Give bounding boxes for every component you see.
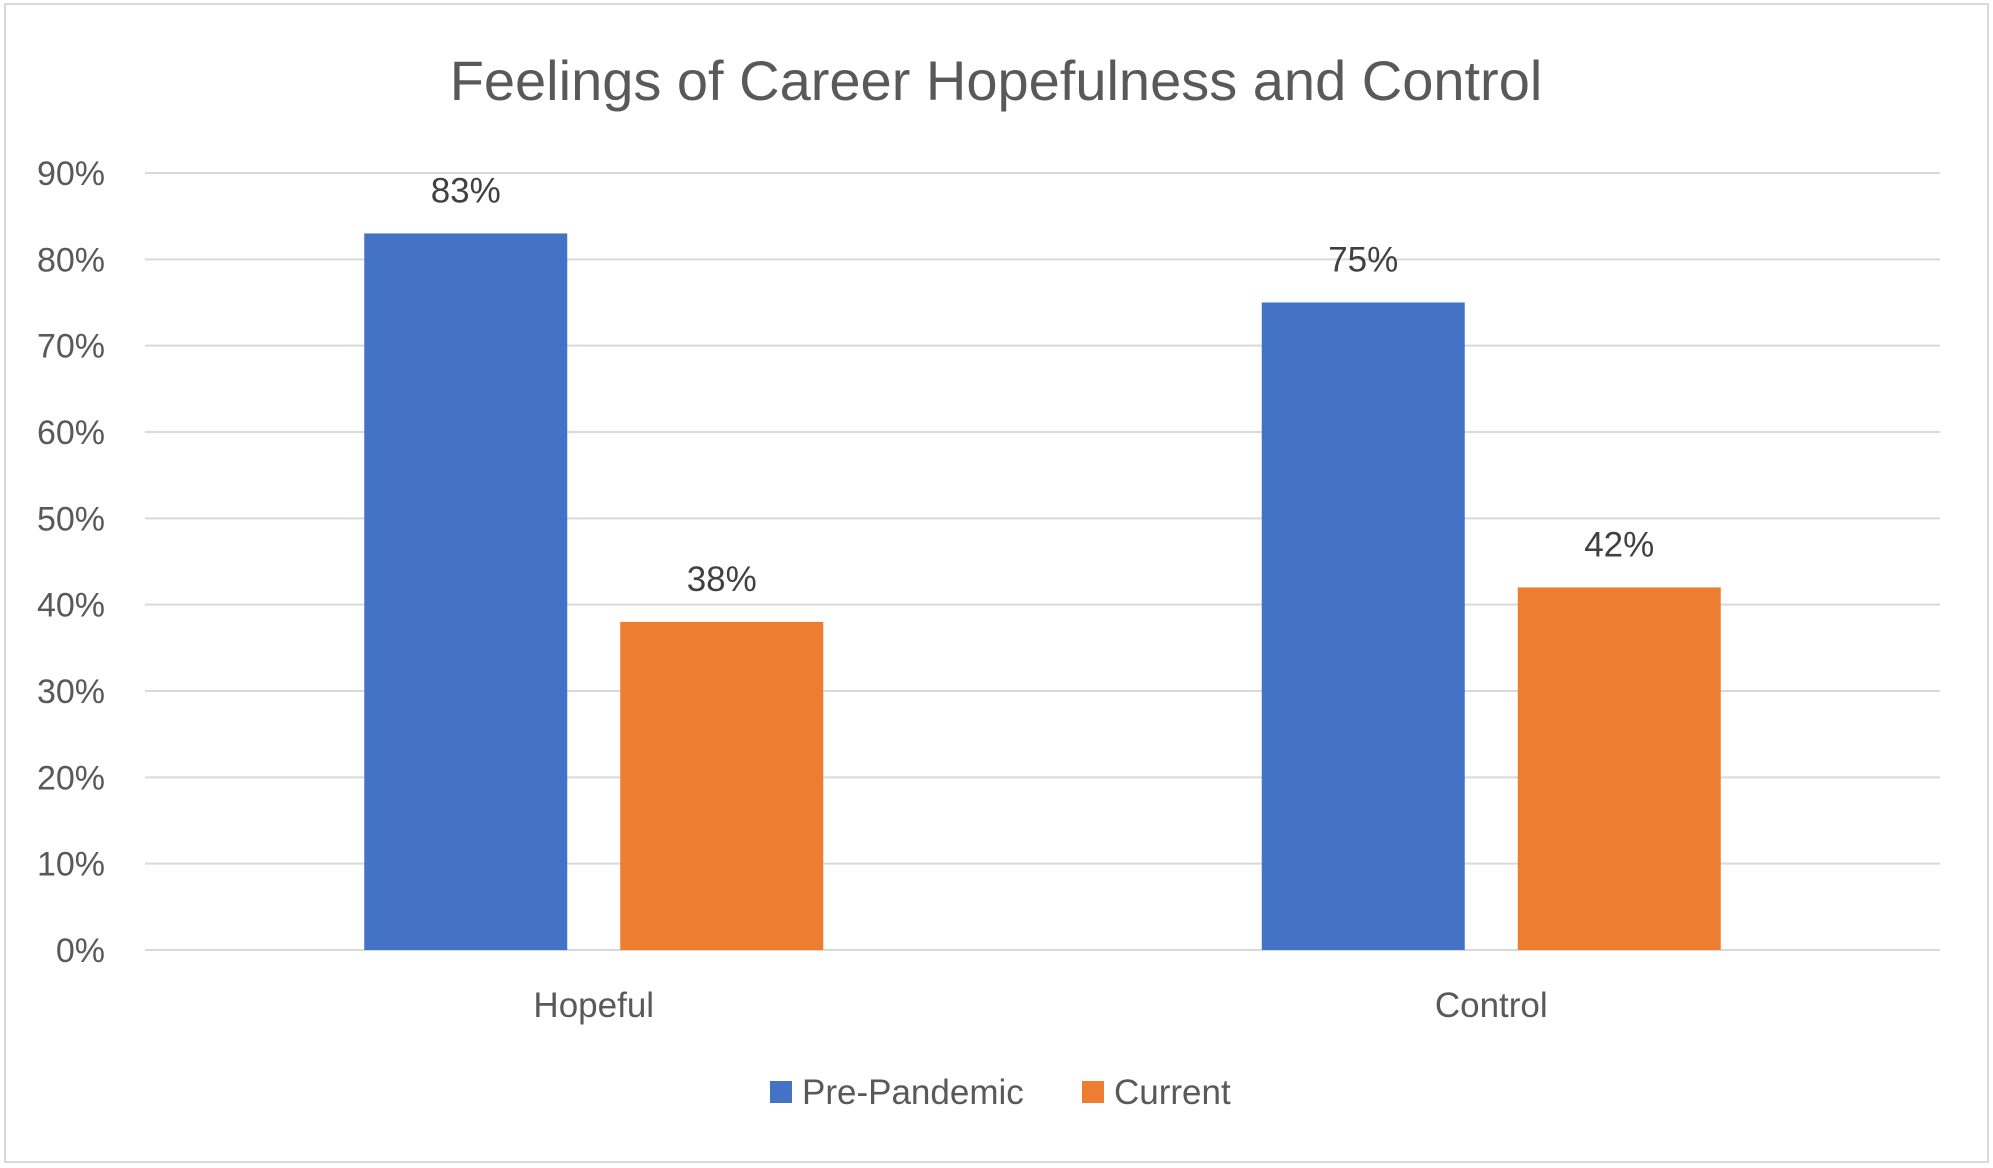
y-tick-label: 30% <box>37 673 105 711</box>
legend-swatch <box>1082 1081 1104 1103</box>
bar-pre-pandemic-control <box>1261 302 1465 950</box>
bar-pre-pandemic-hopeful <box>364 233 568 950</box>
legend: Pre-Pandemic Current <box>770 1073 1231 1112</box>
bar-current-hopeful <box>620 621 824 950</box>
y-tick-label: 70% <box>37 328 105 366</box>
data-labels: 83% 38% 75% 42% <box>431 171 1655 599</box>
bars <box>364 233 1721 950</box>
y-tick-label: 10% <box>37 846 105 884</box>
y-tick-label: 90% <box>37 155 105 193</box>
x-category-label: Control <box>1435 986 1548 1025</box>
y-axis-tick-labels: 0% 10% 20% 30% 40% 50% 60% 70% 80% 90% <box>37 155 105 970</box>
x-category-label: Hopeful <box>533 986 654 1025</box>
x-axis-category-labels: Hopeful Control <box>533 986 1547 1025</box>
data-label: 42% <box>1584 525 1654 564</box>
legend-label: Current <box>1114 1073 1231 1112</box>
data-label: 75% <box>1328 241 1398 280</box>
legend-label: Pre-Pandemic <box>802 1073 1024 1112</box>
chart-area <box>4 3 1989 1163</box>
y-tick-label: 60% <box>37 414 105 452</box>
y-tick-label: 20% <box>37 759 105 797</box>
y-tick-label: 50% <box>37 500 105 538</box>
y-tick-label: 40% <box>37 587 105 625</box>
data-label: 83% <box>431 171 501 210</box>
y-tick-label: 0% <box>56 932 105 970</box>
data-label: 38% <box>687 560 757 599</box>
bar-current-control <box>1517 587 1721 950</box>
chart-title: Feelings of Career Hopefulness and Contr… <box>450 49 1543 112</box>
legend-swatch <box>770 1081 792 1103</box>
y-tick-label: 80% <box>37 241 105 279</box>
